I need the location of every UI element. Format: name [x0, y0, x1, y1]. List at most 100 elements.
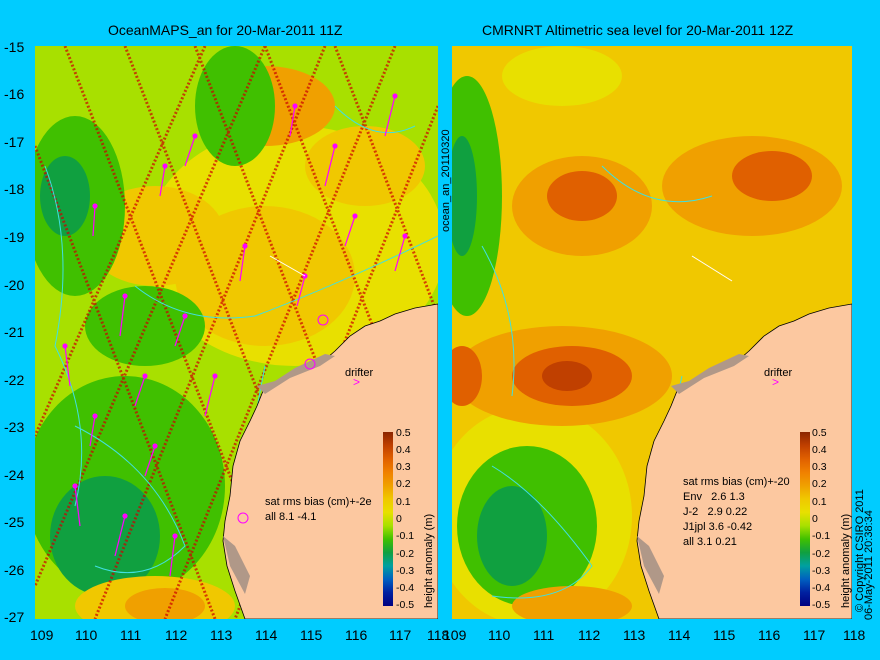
- lon-tick: 118: [427, 627, 450, 643]
- sea-anomaly-low: [452, 136, 477, 256]
- colorbar-tick: 0: [812, 513, 818, 525]
- drifter-arrows: [62, 93, 408, 577]
- lat-tick: -17: [4, 134, 25, 150]
- colorbar-tick: -0.5: [396, 599, 415, 611]
- sea-anomaly-high: [125, 588, 205, 619]
- lon-tick: 117: [389, 627, 412, 643]
- sea-anomaly-low: [502, 46, 622, 106]
- lat-tick: -16: [4, 86, 25, 102]
- colorbar-tick: -0.1: [396, 530, 415, 542]
- colorbar-tick: 0.2: [812, 478, 827, 490]
- sea-anomaly-high: [732, 151, 812, 201]
- lat-tick: -27: [4, 609, 25, 625]
- lat-tick: -15: [4, 39, 25, 55]
- lon-tick: 115: [300, 627, 323, 643]
- lat-tick: -18: [4, 181, 25, 197]
- left-panel-title: OceanMAPS_an for 20-Mar-2011 11Z: [108, 22, 343, 38]
- colorbar-tick: 0.1: [396, 496, 411, 508]
- left-stats-header: sat rms bias (cm)+-2e: [265, 496, 372, 508]
- right-stats-row: all 3.1 0.21: [683, 536, 737, 548]
- run-id-label: ocean_an_20110320: [440, 129, 452, 232]
- coastal-shelf: [671, 354, 749, 394]
- sea-anomaly-low: [195, 46, 275, 166]
- lat-tick: -23: [4, 419, 25, 435]
- colorbar-tick: -0.2: [812, 548, 831, 560]
- lat-tick: -24: [4, 467, 25, 483]
- colorbar-tick: 0: [396, 513, 402, 525]
- colorbar-tick: 0.5: [396, 427, 411, 439]
- lon-tick: 117: [803, 627, 826, 643]
- right-map-canvas: >: [452, 46, 852, 619]
- colorbar-tick: 0.5: [812, 427, 827, 439]
- colorbar-tick: 0.1: [812, 496, 827, 508]
- white-track: [269, 255, 306, 277]
- lon-tick: 116: [758, 627, 781, 643]
- lon-tick: 118: [843, 627, 866, 643]
- drifter-arrow-glyph: >: [772, 375, 779, 389]
- lon-tick: 111: [120, 627, 142, 643]
- right-drifter-label: drifter: [764, 367, 793, 379]
- colorbar-tick: 0.3: [812, 461, 827, 473]
- colorbar-tick: -0.5: [812, 599, 831, 611]
- colorbar-tick: 0.2: [396, 478, 411, 490]
- copyright-label: © Copyright CSIRO 2011: [854, 489, 866, 612]
- colorbar-gradient: [383, 432, 393, 606]
- right-map-panel: >: [452, 46, 852, 619]
- land-mass: [636, 303, 852, 619]
- lat-tick: -22: [4, 372, 25, 388]
- lat-tick: -26: [4, 562, 25, 578]
- left-colorbar: [383, 432, 393, 606]
- lon-tick: 110: [75, 627, 98, 643]
- sea-anomaly-low: [40, 156, 90, 236]
- lon-tick: 109: [30, 627, 54, 643]
- right-stats-row: J1jpl 3.6 -0.42: [683, 521, 753, 533]
- sea-anomaly-high: [452, 346, 482, 406]
- colorbar-gradient: [800, 432, 810, 606]
- left-colorbar-label: height anomaly (m): [423, 513, 435, 608]
- sea-anomaly-low: [477, 486, 547, 586]
- left-stats-row: all 8.1 -4.1: [265, 511, 317, 523]
- lat-tick: -19: [4, 229, 25, 245]
- lon-tick: 115: [713, 627, 736, 643]
- lon-tick: 114: [255, 627, 278, 643]
- drifter-marker: [304, 358, 316, 370]
- colorbar-tick: -0.3: [812, 565, 831, 577]
- lon-tick: 110: [488, 627, 511, 643]
- colorbar-tick: 0.3: [396, 461, 411, 473]
- right-stats-row: Env 2.6 1.3: [683, 491, 745, 503]
- lon-tick: 116: [345, 627, 368, 643]
- lon-tick: 112: [578, 627, 601, 643]
- lat-tick: -20: [4, 277, 25, 293]
- lat-tick: -25: [4, 514, 25, 530]
- lon-tick: 111: [533, 627, 555, 643]
- lon-tick: 112: [165, 627, 188, 643]
- satellite-tracks: [35, 46, 438, 619]
- white-track: [691, 255, 733, 282]
- drifter-marker: [237, 512, 249, 524]
- lon-tick: 113: [623, 627, 646, 643]
- sea-anomaly-high: [512, 586, 632, 619]
- colorbar-tick: -0.1: [812, 530, 831, 542]
- sea-anomaly-high: [305, 126, 425, 206]
- colorbar-tick: -0.4: [396, 582, 415, 594]
- right-stats-header: sat rms bias (cm)+-20: [683, 476, 790, 488]
- colorbar-tick: 0.4: [812, 444, 827, 456]
- lon-tick: 109: [443, 627, 467, 643]
- lon-tick: 113: [210, 627, 233, 643]
- lon-tick: 114: [668, 627, 691, 643]
- drifter-arrow-glyph: >: [353, 375, 360, 389]
- colorbar-tick: -0.3: [396, 565, 415, 577]
- colorbar-tick: -0.4: [812, 582, 831, 594]
- colorbar-tick: -0.2: [396, 548, 415, 560]
- sea-anomaly-high: [542, 361, 592, 391]
- right-colorbar: [800, 432, 810, 606]
- coastal-shelf: [223, 536, 250, 594]
- lat-tick: -21: [4, 324, 25, 340]
- right-stats-row: J-2 2.9 0.22: [683, 506, 748, 518]
- left-map-canvas: >: [35, 46, 438, 619]
- right-colorbar-label: height anomaly (m): [840, 513, 852, 608]
- left-map-panel: >: [35, 46, 438, 619]
- colorbar-tick: 0.4: [396, 444, 411, 456]
- right-panel-title: CMRNRT Altimetric sea level for 20-Mar-2…: [482, 22, 794, 38]
- coastal-shelf: [637, 536, 664, 594]
